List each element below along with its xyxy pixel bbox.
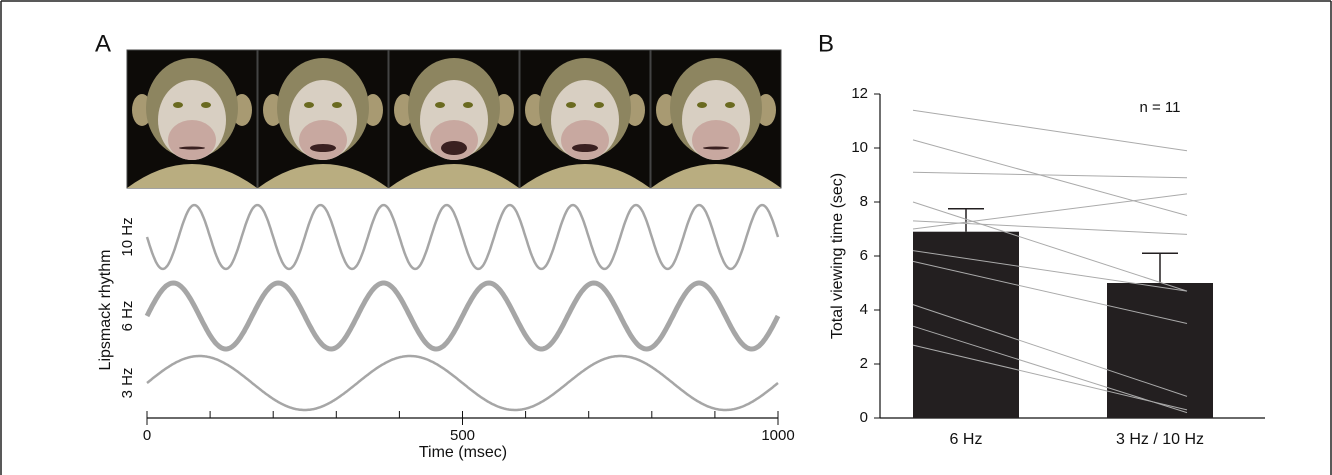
muzzle [692, 120, 740, 160]
y-tick-label: 4 [860, 301, 868, 318]
individual-line [912, 260, 1188, 324]
x-tick-label: 3 Hz / 10 Hz [1116, 431, 1204, 448]
individual-line [912, 139, 1188, 216]
eye [725, 102, 735, 108]
annotation: n = 11 [1139, 99, 1180, 116]
wave-label: 10 Hz [119, 217, 136, 256]
eye [332, 102, 342, 108]
eye [304, 102, 314, 108]
wave-label: 3 Hz [119, 368, 136, 399]
panel-label: B [818, 30, 834, 57]
y-axis-label: Total viewing time (sec) [829, 173, 846, 339]
bar [913, 231, 1019, 418]
video-frames [126, 49, 782, 189]
x-tick-label: 1000 [761, 427, 794, 444]
shoulders [389, 164, 519, 188]
individual-line [912, 325, 1188, 414]
x-tick-label: 0 [143, 427, 151, 444]
mouth [703, 146, 729, 150]
y-tick-label: 0 [860, 409, 868, 426]
eye [201, 102, 211, 108]
individual-line [912, 304, 1188, 397]
y-axis-label: Lipsmack rhythm [97, 250, 114, 371]
wave-label: 6 Hz [119, 301, 136, 332]
eye [697, 102, 707, 108]
y-tick-label: 12 [851, 85, 868, 102]
eye [173, 102, 183, 108]
shoulders [520, 164, 650, 188]
wave [144, 280, 781, 352]
x-axis-label: Time (msec) [419, 444, 507, 461]
bar [1107, 283, 1213, 418]
y-tick-label: 10 [851, 139, 868, 156]
muzzle [561, 120, 609, 160]
shoulders [258, 164, 388, 188]
eye [435, 102, 445, 108]
x-tick-label: 500 [450, 427, 475, 444]
x-tick-label: 6 Hz [950, 431, 983, 448]
mouth [572, 144, 598, 152]
panel-label: A [95, 30, 111, 57]
wave [145, 203, 780, 271]
y-tick-label: 6 [860, 247, 868, 264]
individual-line [912, 109, 1188, 152]
muzzle [168, 120, 216, 160]
eye [566, 102, 576, 108]
eye [463, 102, 473, 108]
mouth [441, 141, 467, 155]
wave [146, 354, 779, 412]
y-tick-label: 8 [860, 193, 868, 210]
individual-line [912, 171, 1188, 179]
y-tick-label: 2 [860, 355, 868, 372]
individual-line [912, 193, 1188, 230]
individual-line [912, 201, 1188, 292]
individual-line [912, 250, 1188, 292]
eye [594, 102, 604, 108]
individual-line [912, 344, 1188, 411]
muzzle [299, 120, 347, 160]
mouth [179, 146, 205, 150]
shoulders [127, 164, 257, 188]
mouth [310, 144, 336, 152]
shoulders [651, 164, 781, 188]
